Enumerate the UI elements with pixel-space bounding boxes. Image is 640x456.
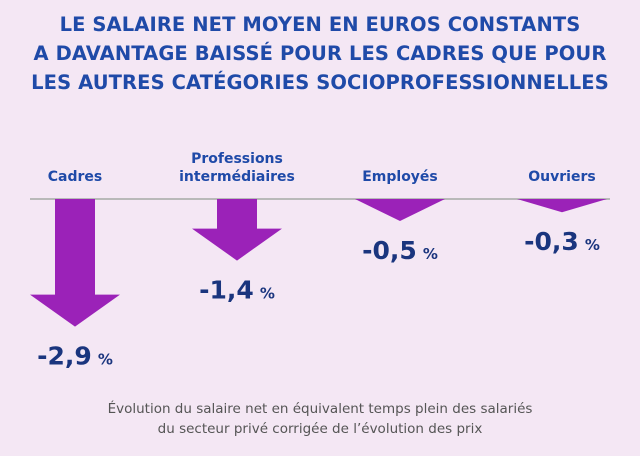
category-label: Ouvriers bbox=[528, 169, 595, 185]
value-label: -0,3% bbox=[524, 227, 600, 256]
category-label: intermédiaires bbox=[179, 169, 295, 185]
chart-title: LE SALAIRE NET MOYEN EN EUROS CONSTANTS … bbox=[0, 10, 640, 97]
category-label: Professions bbox=[191, 151, 283, 167]
down-arrow-bar bbox=[192, 199, 282, 261]
title-line: LE SALAIRE NET MOYEN EN EUROS CONSTANTS bbox=[59, 13, 581, 36]
category-label: Employés bbox=[362, 169, 438, 185]
down-arrow-bar bbox=[355, 199, 445, 221]
title-line: LES AUTRES CATÉGORIES SOCIOPROFESSIONNEL… bbox=[31, 71, 609, 94]
category-label: Cadres bbox=[48, 169, 102, 185]
caption-line: du secteur privé corrigée de l’évolution… bbox=[157, 421, 483, 437]
down-arrow-bar bbox=[517, 199, 607, 213]
value-label: -2,9% bbox=[37, 342, 113, 371]
value-label: -1,4% bbox=[199, 276, 275, 305]
caption-line: Évolution du salaire net en équivalent t… bbox=[107, 401, 533, 417]
chart-caption: Évolution du salaire net en équivalent t… bbox=[0, 399, 640, 439]
down-arrow-bar bbox=[30, 199, 120, 327]
title-line: A DAVANTAGE BAISSÉ POUR LES CADRES QUE P… bbox=[33, 42, 607, 65]
value-label: -0,5% bbox=[362, 236, 438, 265]
